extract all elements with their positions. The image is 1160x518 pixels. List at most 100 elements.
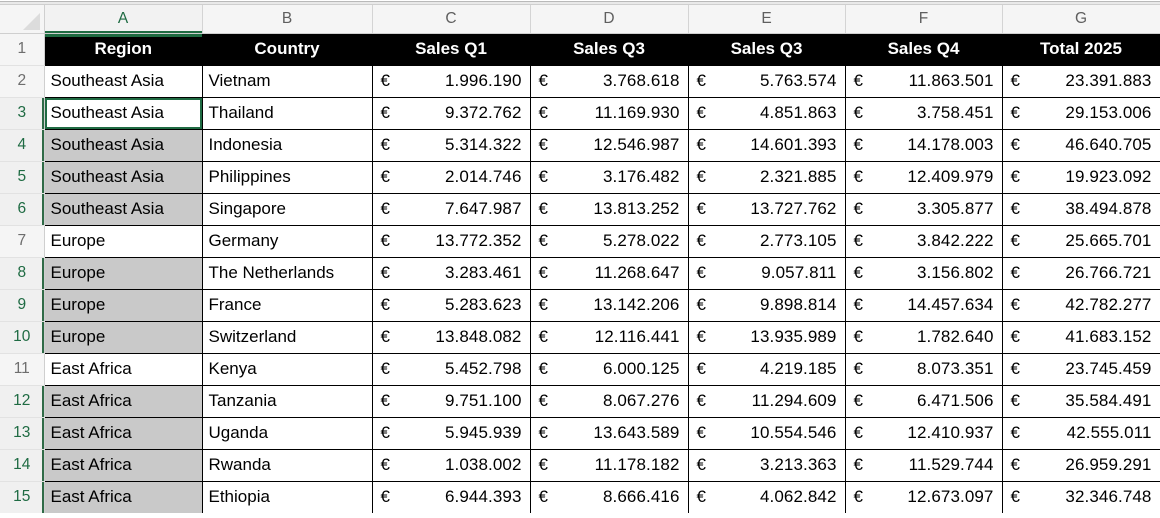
row-header-13[interactable]: 13: [0, 417, 45, 450]
cell-region[interactable]: Europe: [43, 321, 203, 354]
table-column-header[interactable]: Country: [202, 33, 372, 65]
cell-q1[interactable]: €1.038.002: [372, 449, 531, 482]
cell-q4[interactable]: €3.842.222: [845, 225, 1003, 258]
cell-region[interactable]: East Africa: [43, 353, 203, 386]
table-column-header[interactable]: Total 2025: [1002, 33, 1160, 65]
cell-total[interactable]: €23.391.883: [1002, 64, 1160, 98]
cell-q2[interactable]: €13.142.206: [530, 289, 689, 322]
cell-q2[interactable]: €13.643.589: [530, 417, 689, 450]
column-header-c[interactable]: C: [372, 5, 531, 34]
cell-q2[interactable]: €8.666.416: [530, 481, 689, 513]
cell-total[interactable]: €38.494.878: [1002, 193, 1160, 226]
cell-q3[interactable]: €4.062.842: [688, 481, 846, 513]
cell-region[interactable]: Europe: [43, 289, 203, 322]
cell-q4[interactable]: €12.410.937: [845, 417, 1003, 450]
cell-q3[interactable]: €4.219.185: [688, 353, 846, 386]
cell-q2[interactable]: €11.178.182: [530, 449, 689, 482]
cell-q4[interactable]: €11.863.501: [845, 64, 1003, 98]
cell-q4[interactable]: €3.156.802: [845, 257, 1003, 290]
cell-country[interactable]: Thailand: [202, 97, 373, 130]
cell-q3[interactable]: €2.321.885: [688, 161, 846, 194]
column-header-e[interactable]: E: [688, 5, 846, 34]
table-row[interactable]: 9 Europe France €5.283.623 €13.142.206 €9.898…: [0, 289, 1160, 322]
row-header-2[interactable]: 2: [0, 65, 45, 98]
cell-q4[interactable]: €14.178.003: [845, 129, 1003, 162]
table-column-header[interactable]: Sales Q1: [372, 33, 530, 65]
table-row[interactable]: 11 East Africa Kenya €5.452.798 €6.000.125 €4…: [0, 353, 1160, 386]
row-header-15[interactable]: 15: [0, 481, 45, 513]
cell-q1[interactable]: €5.283.623: [372, 289, 531, 322]
cell-q1[interactable]: €6.944.393: [372, 481, 531, 513]
cell-q1[interactable]: €1.996.190: [372, 64, 531, 98]
table-column-header[interactable]: Sales Q3: [688, 33, 845, 65]
cell-total[interactable]: €19.923.092: [1002, 161, 1160, 194]
cell-country[interactable]: Ethiopia: [202, 481, 373, 513]
cell-total[interactable]: €23.745.459: [1002, 353, 1160, 386]
cell-q1[interactable]: €9.372.762: [372, 97, 531, 130]
table-column-header[interactable]: Sales Q3: [530, 33, 688, 65]
cell-q4[interactable]: €11.529.744: [845, 449, 1003, 482]
cell-country[interactable]: Germany: [202, 225, 373, 258]
cell-region[interactable]: East Africa: [43, 417, 203, 450]
cell-q4[interactable]: €12.409.979: [845, 161, 1003, 194]
table-row[interactable]: 14 East Africa Rwanda €1.038.002 €11.178.182…: [0, 449, 1160, 482]
row-header-9[interactable]: 9: [0, 289, 45, 322]
cell-region[interactable]: Southeast Asia: [43, 129, 203, 162]
row-header-12[interactable]: 12: [0, 385, 45, 418]
row-header-4[interactable]: 4: [0, 129, 45, 162]
cell-q2[interactable]: €8.067.276: [530, 385, 689, 418]
cell-q4[interactable]: €14.457.634: [845, 289, 1003, 322]
spreadsheet-grid[interactable]: A B C D E F G 1 Region Country Sales Q1 Sales Q3 Sal…: [0, 5, 1160, 513]
column-header-a[interactable]: A: [44, 5, 203, 34]
column-header-f[interactable]: F: [845, 5, 1003, 34]
cell-q4[interactable]: €3.758.451: [845, 97, 1003, 130]
row-header-7[interactable]: 7: [0, 225, 45, 258]
row-header-14[interactable]: 14: [0, 449, 45, 482]
cell-region[interactable]: Europe: [43, 225, 203, 258]
cell-q1[interactable]: €3.283.461: [372, 257, 531, 290]
cell-q2[interactable]: €6.000.125: [530, 353, 689, 386]
cell-q2[interactable]: €3.768.618: [530, 64, 689, 98]
cell-q2[interactable]: €11.169.930: [530, 97, 689, 130]
cell-q1[interactable]: €2.014.746: [372, 161, 531, 194]
cell-q3[interactable]: €13.727.762: [688, 193, 846, 226]
cell-q1[interactable]: €7.647.987: [372, 193, 531, 226]
cell-q4[interactable]: €12.673.097: [845, 481, 1003, 513]
row-header-3[interactable]: 3: [0, 97, 45, 130]
row-header-5[interactable]: 5: [0, 161, 45, 194]
table-row[interactable]: 5 Southeast Asia Philippines €2.014.746 €3.1…: [0, 161, 1160, 194]
row-header-6[interactable]: 6: [0, 193, 45, 226]
table-column-header[interactable]: Sales Q4: [845, 33, 1002, 65]
table-column-header[interactable]: Region: [44, 33, 202, 65]
table-row[interactable]: 6 Southeast Asia Singapore €7.647.987 €13.81…: [0, 193, 1160, 226]
table-row[interactable]: 8 Europe The Netherlands €3.283.461 €11.268.…: [0, 257, 1160, 290]
cell-q4[interactable]: €3.305.877: [845, 193, 1003, 226]
table-row[interactable]: 7 Europe Germany €13.772.352 €5.278.022 €2.77…: [0, 225, 1160, 258]
cell-total[interactable]: €35.584.491: [1002, 385, 1160, 418]
cell-q3[interactable]: €9.057.811: [688, 257, 846, 290]
cell-total[interactable]: €42.555.011: [1002, 417, 1160, 450]
cell-q3[interactable]: €4.851.863: [688, 97, 846, 130]
column-header-g[interactable]: G: [1002, 5, 1160, 34]
cell-country[interactable]: Uganda: [202, 417, 373, 450]
cell-total[interactable]: €26.766.721: [1002, 257, 1160, 290]
table-row[interactable]: 3 Southeast Asia Thailand €9.372.762 €11.169…: [0, 97, 1160, 130]
cell-total[interactable]: €25.665.701: [1002, 225, 1160, 258]
cell-q1[interactable]: €5.452.798: [372, 353, 531, 386]
cell-q3[interactable]: €11.294.609: [688, 385, 846, 418]
cell-country[interactable]: Vietnam: [202, 64, 373, 98]
cell-q4[interactable]: €6.471.506: [845, 385, 1003, 418]
cell-q2[interactable]: €11.268.647: [530, 257, 689, 290]
cell-country[interactable]: Indonesia: [202, 129, 373, 162]
cell-q1[interactable]: €9.751.100: [372, 385, 531, 418]
cell-q1[interactable]: €5.314.322: [372, 129, 531, 162]
cell-total[interactable]: €41.683.152: [1002, 321, 1160, 354]
cell-region[interactable]: Southeast Asia: [43, 161, 203, 194]
cell-q1[interactable]: €13.848.082: [372, 321, 531, 354]
column-header-d[interactable]: D: [530, 5, 689, 34]
cell-q2[interactable]: €13.813.252: [530, 193, 689, 226]
cell-q2[interactable]: €12.546.987: [530, 129, 689, 162]
row-header-10[interactable]: 10: [0, 321, 45, 354]
cell-q2[interactable]: €3.176.482: [530, 161, 689, 194]
cell-q1[interactable]: €5.945.939: [372, 417, 531, 450]
